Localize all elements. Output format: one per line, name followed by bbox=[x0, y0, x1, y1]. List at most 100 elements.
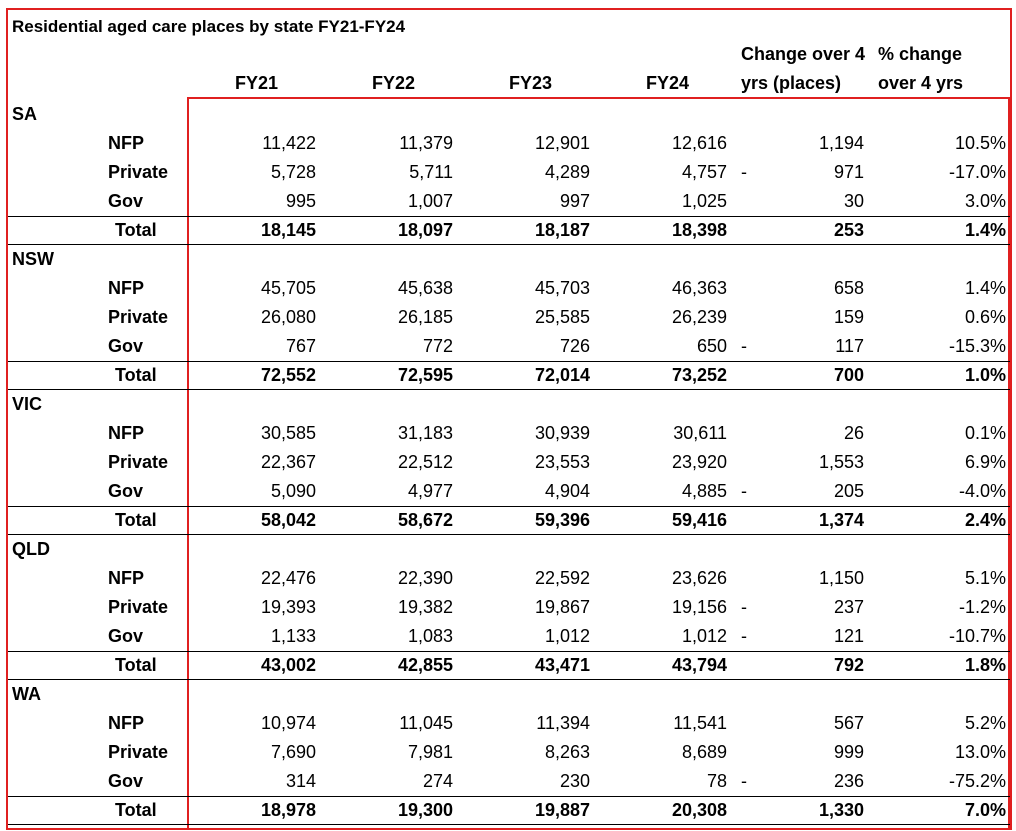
cell-pct: -4.0% bbox=[958, 481, 1006, 501]
state-label: WA bbox=[12, 684, 41, 704]
cell-pct: -17.0% bbox=[948, 162, 1006, 182]
row-label: Private bbox=[108, 742, 169, 762]
cell-value: 5,728 bbox=[270, 162, 316, 182]
header-label: % change bbox=[878, 44, 963, 64]
column-header: FY22 bbox=[372, 73, 416, 93]
cell-pct: 2.4% bbox=[964, 510, 1006, 530]
data-border bbox=[187, 97, 1010, 830]
cell-value: 314 bbox=[285, 771, 316, 791]
row-label: Total bbox=[115, 365, 157, 385]
cell-pct: -1.2% bbox=[958, 597, 1006, 617]
cell-pct: 5.2% bbox=[964, 713, 1006, 733]
cell-pct: 0.1% bbox=[964, 423, 1006, 443]
cell-value: 19,156 bbox=[671, 597, 727, 617]
change-sign: - bbox=[741, 481, 747, 501]
cell-change: 1,374 bbox=[818, 510, 864, 530]
cell-value: 46,363 bbox=[671, 278, 727, 298]
cell-value: 1,025 bbox=[681, 191, 727, 211]
cell-value: 12,901 bbox=[534, 133, 590, 153]
change-sign: - bbox=[741, 597, 747, 617]
cell-change: 26 bbox=[843, 423, 864, 443]
cell-value: 274 bbox=[422, 771, 453, 791]
header-label: over 4 yrs bbox=[878, 73, 964, 93]
row-border bbox=[8, 506, 1010, 507]
cell-value: 25,585 bbox=[534, 307, 590, 327]
row-label: Total bbox=[115, 655, 157, 675]
row-label: Gov bbox=[108, 626, 144, 646]
row-label: NFP bbox=[108, 278, 144, 298]
cell-value: 7,690 bbox=[270, 742, 316, 762]
cell-value: 19,300 bbox=[397, 800, 453, 820]
state-label: SA bbox=[12, 104, 38, 124]
cell-value: 995 bbox=[285, 191, 316, 211]
cell-pct: 3.0% bbox=[964, 191, 1006, 211]
cell-pct: 6.9% bbox=[964, 452, 1006, 472]
cell-change: 1,150 bbox=[818, 568, 864, 588]
cell-value: 19,393 bbox=[260, 597, 316, 617]
cell-value: 26,080 bbox=[260, 307, 316, 327]
row-border bbox=[8, 244, 1010, 245]
row-border bbox=[8, 824, 1010, 825]
cell-value: 43,471 bbox=[534, 655, 590, 675]
change-sign: - bbox=[741, 771, 747, 791]
cell-change: 117 bbox=[835, 336, 864, 356]
row-border bbox=[8, 796, 1010, 797]
state-label: VIC bbox=[12, 394, 43, 414]
cell-value: 43,794 bbox=[671, 655, 727, 675]
cell-change: 567 bbox=[833, 713, 864, 733]
cell-value: 772 bbox=[422, 336, 453, 356]
cell-value: 1,007 bbox=[407, 191, 453, 211]
column-header: FY23 bbox=[509, 73, 553, 93]
cell-value: 59,396 bbox=[534, 510, 590, 530]
cell-value: 30,585 bbox=[260, 423, 316, 443]
cell-pct: 7.0% bbox=[964, 800, 1006, 820]
state-label: QLD bbox=[12, 539, 50, 559]
cell-pct: 1.4% bbox=[964, 220, 1006, 240]
cell-value: 22,390 bbox=[397, 568, 453, 588]
cell-value: 11,541 bbox=[673, 713, 727, 733]
cell-value: 22,592 bbox=[534, 568, 590, 588]
row-border bbox=[8, 534, 1010, 535]
cell-pct: -75.2% bbox=[948, 771, 1006, 791]
row-label: Gov bbox=[108, 336, 144, 356]
cell-value: 4,289 bbox=[544, 162, 590, 182]
cell-value: 230 bbox=[559, 771, 590, 791]
row-border bbox=[8, 216, 1010, 217]
row-border bbox=[8, 679, 1010, 680]
cell-pct: 1.8% bbox=[964, 655, 1006, 675]
cell-value: 726 bbox=[559, 336, 590, 356]
row-label: NFP bbox=[108, 713, 144, 733]
row-label: NFP bbox=[108, 133, 144, 153]
cell-value: 30,939 bbox=[534, 423, 590, 443]
cell-value: 73,252 bbox=[671, 365, 727, 385]
row-label: NFP bbox=[108, 568, 144, 588]
cell-value: 59,416 bbox=[671, 510, 727, 530]
cell-value: 7,981 bbox=[407, 742, 453, 762]
cell-pct: -10.7% bbox=[948, 626, 1006, 646]
column-header: FY24 bbox=[646, 73, 690, 93]
cell-value: 10,974 bbox=[260, 713, 316, 733]
cell-value: 26,185 bbox=[397, 307, 453, 327]
cell-value: 18,145 bbox=[260, 220, 316, 240]
cell-value: 31,183 bbox=[397, 423, 453, 443]
cell-pct: 5.1% bbox=[964, 568, 1006, 588]
cell-value: 767 bbox=[285, 336, 316, 356]
cell-pct: 0.6% bbox=[964, 307, 1006, 327]
cell-change: 1,553 bbox=[818, 452, 864, 472]
row-label: Private bbox=[108, 307, 169, 327]
cell-value: 18,187 bbox=[534, 220, 590, 240]
cell-change: 236 bbox=[833, 771, 864, 791]
cell-change: 700 bbox=[833, 365, 864, 385]
cell-value: 12,616 bbox=[671, 133, 727, 153]
cell-value: 8,263 bbox=[544, 742, 590, 762]
row-label: Gov bbox=[108, 191, 144, 211]
cell-value: 26,239 bbox=[671, 307, 727, 327]
header-label: Change over 4 bbox=[741, 44, 866, 64]
cell-value: 22,512 bbox=[397, 452, 453, 472]
cell-value: 58,672 bbox=[397, 510, 453, 530]
cell-change: 237 bbox=[833, 597, 864, 617]
cell-change: 159 bbox=[833, 307, 864, 327]
cell-value: 18,097 bbox=[397, 220, 453, 240]
row-border bbox=[8, 361, 1010, 362]
